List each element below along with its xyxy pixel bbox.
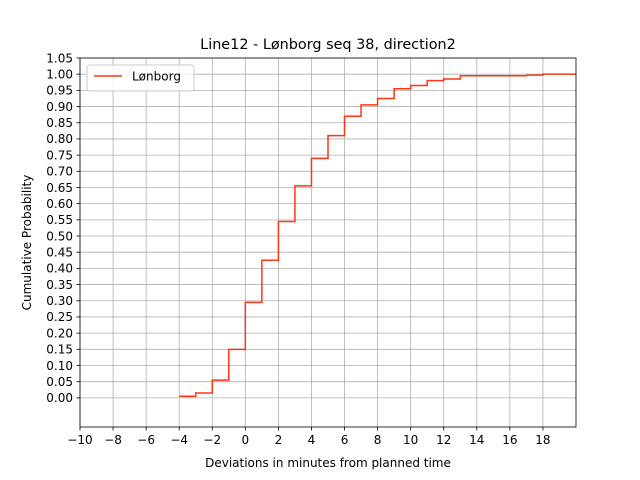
plot-frame <box>79 57 577 428</box>
x-tick-label: 8 <box>374 433 382 447</box>
y-tick-label: 0.95 <box>46 84 73 98</box>
legend: Lønborg <box>86 64 195 92</box>
y-axis-label: Cumulative Probability <box>20 175 34 311</box>
y-tick-label: 0.20 <box>46 326 73 340</box>
legend-label: Lønborg <box>132 70 181 84</box>
grid <box>79 57 576 427</box>
y-tick-label: 0.30 <box>46 294 73 308</box>
x-tick-label: 16 <box>502 433 517 447</box>
y-tick-label: 0.75 <box>46 148 73 162</box>
x-tick-label: −8 <box>104 433 122 447</box>
chart-title: Line12 - Lønborg seq 38, direction2 <box>200 37 456 53</box>
x-tick-label: −10 <box>67 433 92 447</box>
y-axis-ticks: 0.00 0.05 0.10 0.15 0.20 0.25 0.30 0.35 0.40 0.45… <box>46 51 80 405</box>
y-tick-label: 0.05 <box>46 375 73 389</box>
y-tick-label: 0.50 <box>46 229 73 243</box>
y-tick-label: 0.35 <box>46 278 73 292</box>
series-line-lonborg <box>179 73 576 397</box>
y-tick-label: 0.00 <box>46 391 73 405</box>
y-tick-label: 0.60 <box>46 197 73 211</box>
x-tick-label: 18 <box>535 433 550 447</box>
x-tick-label: 4 <box>308 433 316 447</box>
y-tick-label: 0.40 <box>46 262 73 276</box>
y-tick-label: 1.00 <box>46 67 73 81</box>
x-tick-label: 2 <box>275 433 283 447</box>
y-tick-label: 0.85 <box>46 116 73 130</box>
y-tick-label: 1.05 <box>46 51 73 65</box>
x-tick-label: 12 <box>436 433 451 447</box>
y-tick-label: 0.90 <box>46 100 73 114</box>
x-axis-ticks: −10 −8 −6 −4 −2 0 2 4 6 8 10 12 14 16 18 <box>67 427 551 447</box>
series-layer <box>179 73 576 397</box>
y-tick-label: 0.70 <box>46 165 73 179</box>
y-tick-label: 0.55 <box>46 213 73 227</box>
y-tick-label: 0.15 <box>46 343 73 357</box>
x-tick-label: 10 <box>403 433 418 447</box>
y-tick-label: 0.65 <box>46 181 73 195</box>
x-tick-label: −6 <box>137 433 155 447</box>
x-tick-label: 6 <box>341 433 349 447</box>
legend-box <box>86 64 195 92</box>
x-tick-label: 0 <box>242 433 250 447</box>
x-tick-label: −4 <box>170 433 188 447</box>
x-tick-label: −2 <box>203 433 221 447</box>
x-tick-label: 14 <box>469 433 484 447</box>
y-tick-label: 0.80 <box>46 132 73 146</box>
y-tick-label: 0.10 <box>46 359 73 373</box>
x-axis-label: Deviations in minutes from planned time <box>205 456 451 470</box>
y-tick-label: 0.45 <box>46 246 73 260</box>
y-tick-label: 0.25 <box>46 310 73 324</box>
